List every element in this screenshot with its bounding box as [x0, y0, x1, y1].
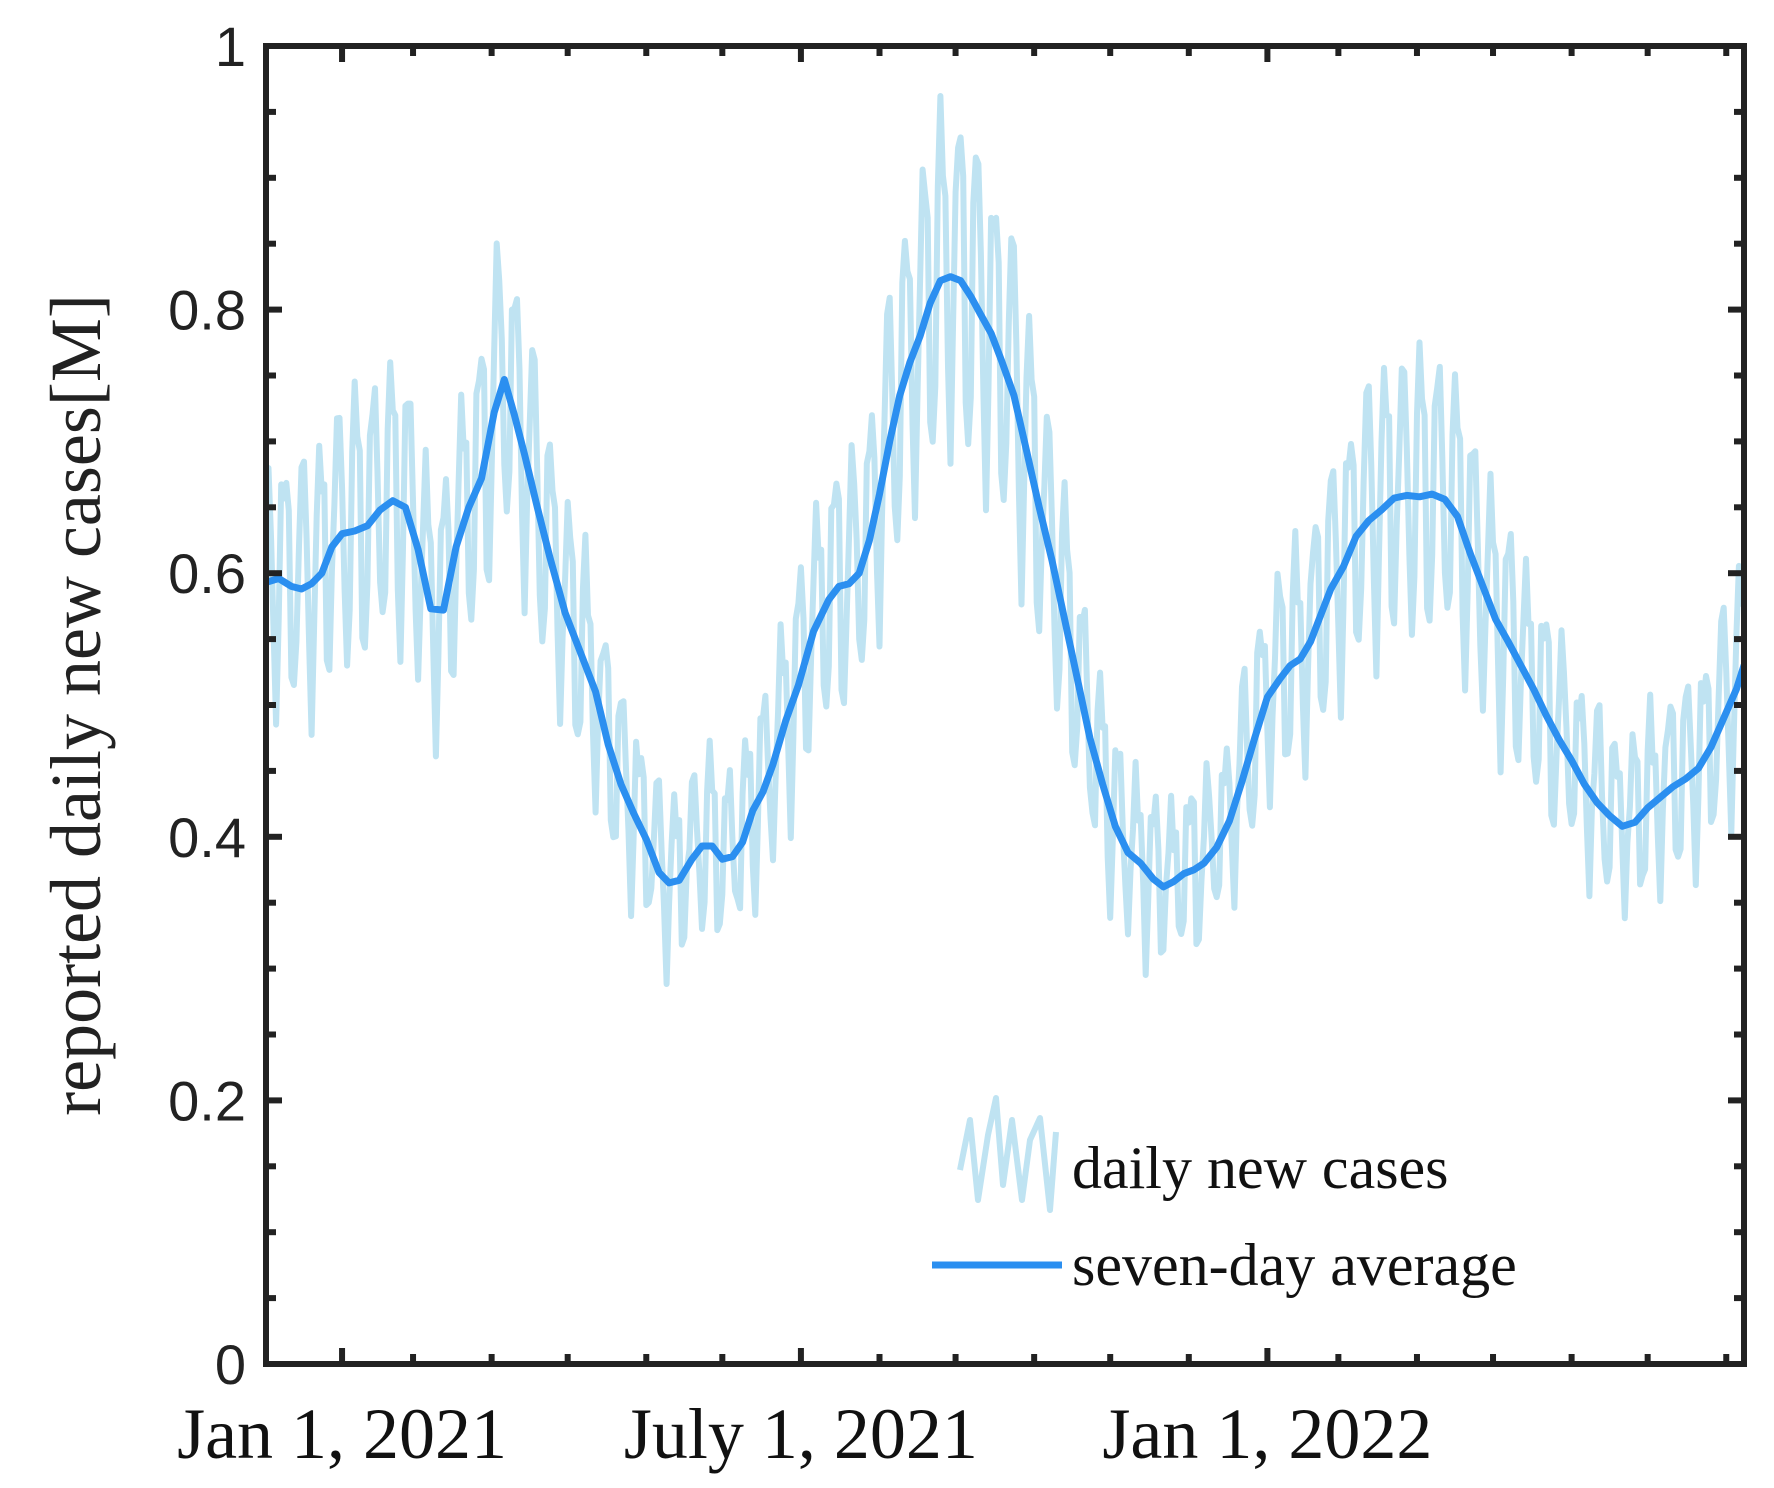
y-tick-labels: 0 0.2 0.4 0.6 0.8 1 [168, 15, 246, 1396]
y-tick-label: 0 [215, 1333, 246, 1396]
y-tick-label: 1 [215, 15, 246, 78]
y-tick-label: 0.2 [168, 1069, 246, 1132]
x-tick-labels: Jan 1, 2021 July 1, 2021 Jan 1, 2022 [177, 1394, 1432, 1474]
y-tick-label: 0.4 [168, 806, 246, 869]
legend-daily-swatch [957, 1095, 1059, 1213]
axes-frame [263, 43, 1747, 1367]
seven-day-average-line [266, 273, 1744, 891]
y-tick-label: 0.6 [168, 542, 246, 605]
x-tick-label: Jan 1, 2022 [1102, 1394, 1432, 1474]
legend-daily-label: daily new cases [1072, 1135, 1449, 1201]
legend-average-label: seven-day average [1072, 1232, 1517, 1298]
legend: daily new cases seven-day average [932, 1095, 1517, 1298]
x-tick-label: Jan 1, 2021 [177, 1394, 507, 1474]
x-tick-label: July 1, 2021 [624, 1394, 978, 1474]
daily-new-cases-line [266, 93, 1744, 987]
y-axis-title: reported daily new cases[M] [36, 294, 116, 1116]
y-tick-label: 0.8 [168, 279, 246, 342]
